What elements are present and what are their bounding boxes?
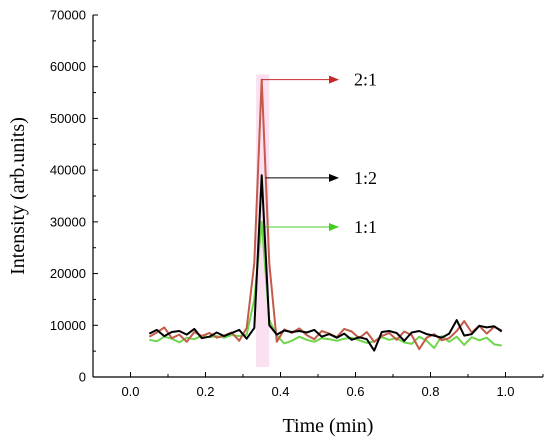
x-tick-label: 0.0 [121, 384, 139, 399]
x-tick-label: 0.6 [346, 384, 364, 399]
x-tick-label: 0.2 [196, 384, 214, 399]
x-tick-label: 0.4 [271, 384, 289, 399]
annotation-1-1-label: 1:1 [354, 217, 377, 237]
y-tick-label: 60000 [50, 59, 86, 74]
annotation-1-2-label: 1:2 [354, 168, 377, 188]
y-axis-title: Intensity (arb.units) [7, 117, 29, 275]
series-layer [148, 78, 503, 352]
y-tick-label: 70000 [50, 8, 86, 23]
y-tick-label: 40000 [50, 163, 86, 178]
x-tick-label: 1.0 [496, 384, 514, 399]
axes: 0 10000 20000 30000 40000 50000 60000 70000 0.0 0… [50, 8, 544, 399]
y-tick-label: 10000 [50, 318, 86, 333]
series-line-1 [148, 78, 503, 351]
series-line-0 [149, 220, 502, 349]
annotation-2-1-label: 2:1 [354, 70, 377, 90]
y-tick-label: 30000 [50, 214, 86, 229]
annotations: 2:1 1:2 1:1 [261, 70, 377, 237]
y-tick-label: 20000 [50, 266, 86, 281]
y-tick-label: 50000 [50, 111, 86, 126]
x-axis-title: Time (min) [283, 415, 374, 437]
x-tick-label: 0.8 [421, 384, 439, 399]
series-line-2 [148, 174, 503, 352]
y-tick-label: 0 [79, 370, 86, 385]
